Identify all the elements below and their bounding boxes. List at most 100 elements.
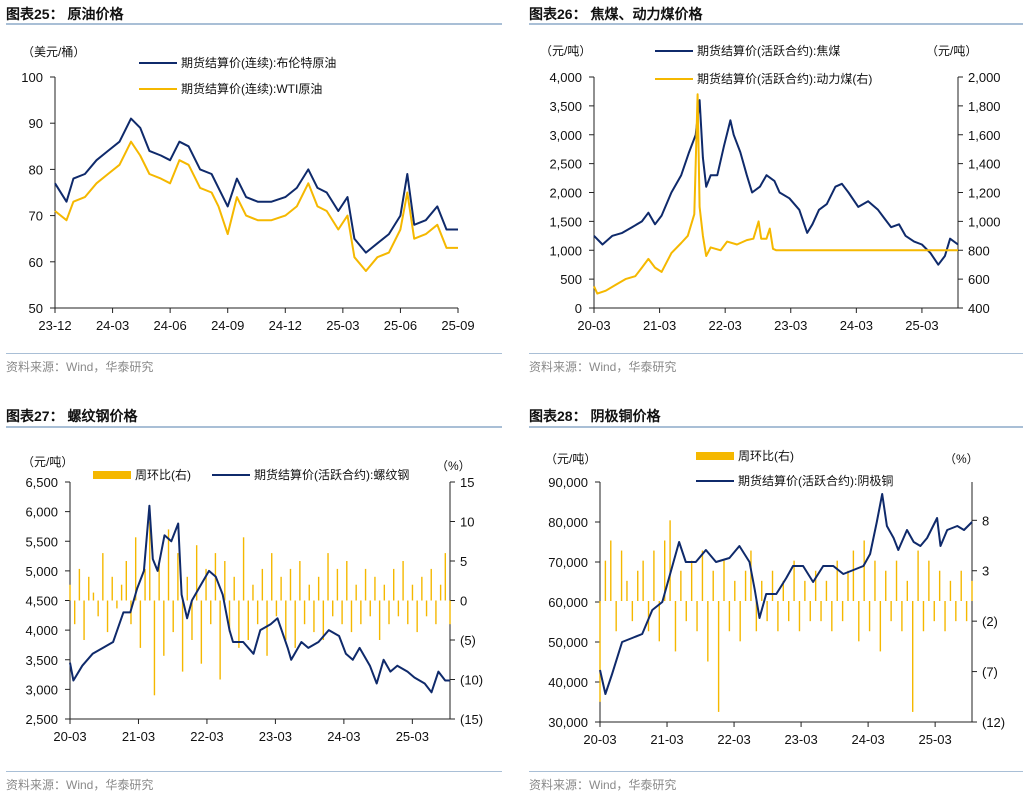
c28-plot: 90,000 80,000 70,000 60,000 50,000 40,000 30,0… — [548, 475, 1005, 747]
y-tick-label: 2,500 — [549, 157, 582, 172]
x-tick-label: 24-12 — [269, 318, 302, 333]
x-tick-label: 24-03 — [840, 318, 873, 333]
chart28-title: 图表28： 阴极铜价格 — [529, 408, 661, 424]
y2-tick-label: (10) — [460, 673, 483, 688]
y-tick-label: 70 — [29, 209, 43, 224]
c25-plot: 100 90 80 70 60 50 23-12 24-03 24-06 24-09 24-12 25… — [21, 70, 474, 333]
chart28-right-unit: （%） — [944, 452, 979, 466]
legend-swatch — [212, 473, 250, 476]
y-tick-label: 1,000 — [549, 243, 582, 258]
series-line-0 — [593, 99, 959, 266]
x-tick-label: 24-09 — [211, 318, 244, 333]
series-line-1 — [593, 93, 958, 295]
y-tick-label: 90,000 — [548, 475, 588, 490]
x-tick-label: 20-03 — [53, 729, 86, 744]
x-tick-label: 25-09 — [441, 318, 474, 333]
y-tick-label: 5,500 — [25, 534, 58, 549]
legend-label: 期货结算价(活跃合约):阴极铜 — [738, 474, 894, 488]
y-tick-label: 70,000 — [548, 555, 588, 570]
series-line-1 — [54, 140, 458, 272]
y2-tick-label: 0 — [460, 594, 467, 609]
legend-swatch — [93, 470, 131, 479]
legend-swatch — [655, 49, 693, 52]
y-tick-label: 4,000 — [549, 70, 582, 85]
x-tick-label: 24-03 — [327, 729, 360, 744]
legend-label: 期货结算价(活跃合约):螺纹钢 — [254, 468, 410, 482]
legend-swatch — [655, 77, 693, 80]
y2-tick-label: 400 — [968, 301, 990, 316]
source-note: 资料来源：Wind，华泰研究 — [6, 778, 154, 792]
x-tick-label: 25-06 — [384, 318, 417, 333]
chart25-legend-brent: 期货结算价(连续):布伦特原油 — [139, 54, 336, 71]
y2-tick-label: 1,200 — [968, 186, 1001, 201]
x-tick-label: 23-12 — [38, 318, 71, 333]
y-tick-label: 80,000 — [548, 515, 588, 530]
chart26-legend-thermal: 期货结算价(活跃合约):动力煤(右) — [655, 70, 872, 87]
x-tick-label: 22-03 — [709, 318, 742, 333]
source-divider — [6, 771, 502, 772]
chart25-left-unit: （美元/桶） — [22, 45, 86, 59]
source-divider — [529, 353, 1023, 354]
legend-swatch — [139, 87, 177, 90]
y2-tick-label: 15 — [460, 475, 474, 490]
y2-tick-label: 1,800 — [968, 99, 1001, 114]
x-tick-label: 25-03 — [396, 729, 429, 744]
legend-label: 期货结算价(连续):布伦特原油 — [181, 56, 337, 70]
y-tick-label: 60 — [29, 255, 43, 270]
y-tick-label: 500 — [560, 272, 582, 287]
c26-plot: 4,000 3,500 3,000 2,500 2,000 1,500 1,000 500 0 2… — [549, 70, 1000, 333]
y2-tick-label: 10 — [460, 515, 474, 530]
y-tick-label: 6,000 — [25, 505, 58, 520]
legend-label: 周环比(右) — [738, 449, 794, 463]
x-tick-label: 21-03 — [643, 318, 676, 333]
y2-tick-label: (5) — [460, 633, 476, 648]
y2-tick-label: 600 — [968, 272, 990, 287]
chart27-legend-wow: 周环比(右) — [93, 466, 191, 483]
source-note: 资料来源：Wind，华泰研究 — [529, 778, 677, 792]
x-tick-label: 23-03 — [259, 729, 292, 744]
chart28-left-unit: （元/吨） — [545, 452, 597, 466]
y2-tick-label: 1,400 — [968, 157, 1001, 172]
y-tick-label: 80 — [29, 162, 43, 177]
chart25-title: 图表25： 原油价格 — [6, 6, 124, 22]
y-tick-label: 1,500 — [549, 214, 582, 229]
chart28-legend-wow: 周环比(右) — [696, 447, 794, 464]
y-tick-label: 3,500 — [549, 99, 582, 114]
y-tick-label: 60,000 — [548, 595, 588, 610]
legend-swatch — [696, 479, 734, 482]
series-line-1 — [599, 493, 973, 695]
x-tick-label: 23-03 — [774, 318, 807, 333]
y2-tick-label: 8 — [982, 513, 989, 528]
chart28-legend-copper: 期货结算价(活跃合约):阴极铜 — [696, 472, 893, 489]
source-divider — [529, 771, 1023, 772]
y-tick-label: 3,000 — [549, 128, 582, 143]
x-tick-label: 22-03 — [717, 732, 750, 747]
chart26-left-unit: （元/吨） — [540, 44, 592, 58]
source-note: 资料来源：Wind，华泰研究 — [6, 360, 154, 374]
y-tick-label: 40,000 — [548, 675, 588, 690]
chart27-title: 图表27： 螺纹钢价格 — [6, 408, 138, 424]
x-tick-label: 21-03 — [122, 729, 155, 744]
source-note: 资料来源：Wind，华泰研究 — [529, 360, 677, 374]
y-tick-label: 50 — [29, 301, 43, 316]
title-divider — [529, 426, 1023, 428]
x-tick-label: 22-03 — [190, 729, 223, 744]
y-tick-label: 4,000 — [25, 623, 58, 638]
x-tick-label: 23-03 — [784, 732, 817, 747]
x-tick-label: 25-03 — [919, 732, 952, 747]
chart26-legend-coking: 期货结算价(活跃合约):焦煤 — [655, 42, 840, 59]
x-tick-label: 20-03 — [577, 318, 610, 333]
y-tick-label: 6,500 — [25, 475, 58, 490]
y-tick-label: 2,500 — [25, 712, 58, 727]
y-tick-label: 3,000 — [25, 682, 58, 697]
y-tick-label: 30,000 — [548, 715, 588, 730]
x-tick-label: 24-06 — [154, 318, 187, 333]
y2-tick-label: (2) — [982, 614, 998, 629]
y2-tick-label: (7) — [982, 665, 998, 680]
chart25-legend-wti: 期货结算价(连续):WTI原油 — [139, 80, 322, 97]
x-tick-label: 20-03 — [583, 732, 616, 747]
y-tick-label: 3,500 — [25, 653, 58, 668]
y2-tick-label: (15) — [460, 712, 483, 727]
y2-tick-label: 3 — [982, 564, 989, 579]
